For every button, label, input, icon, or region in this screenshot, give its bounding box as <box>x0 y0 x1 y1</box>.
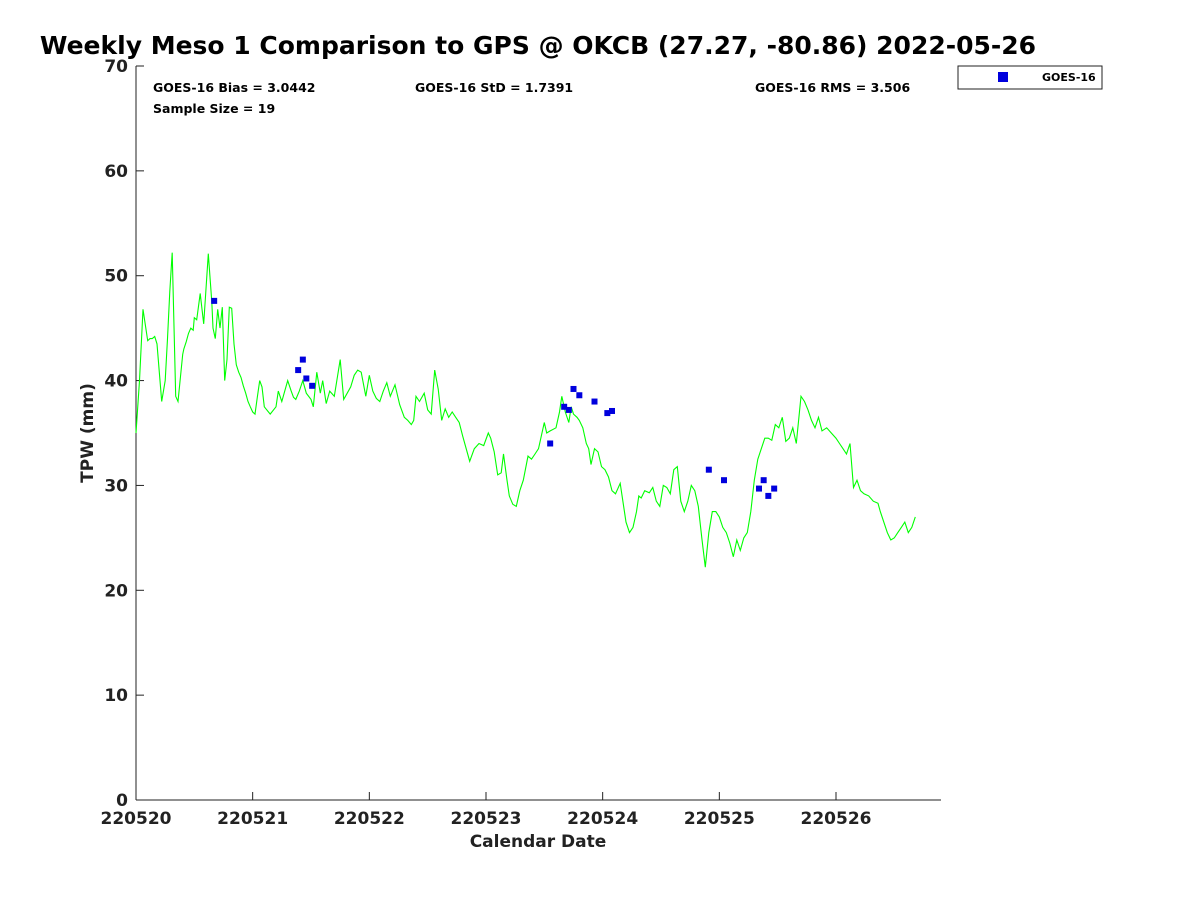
goes-point-4 <box>309 382 316 389</box>
x-tick-label-5: 220525 <box>684 809 755 829</box>
y-tick-label-3: 30 <box>104 476 128 496</box>
goes-point-13 <box>705 466 712 473</box>
y-tick-label-7: 70 <box>104 57 128 77</box>
goes-point-15 <box>756 485 762 492</box>
goes-point-8 <box>570 385 577 392</box>
legend: GOES-16 <box>957 65 1103 90</box>
chart-title: Weekly Meso 1 Comparison to GPS @ OKCB (… <box>40 31 1036 60</box>
y-tick-label-6: 60 <box>104 162 128 182</box>
x-tick-label-0: 220520 <box>101 809 172 829</box>
y-tick-label-4: 40 <box>104 372 128 392</box>
gps-series-line <box>135 252 916 568</box>
y-tick-label-5: 50 <box>104 267 128 287</box>
goes-point-6 <box>561 403 568 410</box>
y-tick-label-1: 10 <box>104 686 128 706</box>
y-tick-label-2: 20 <box>104 581 128 601</box>
goes-point-10 <box>591 398 598 405</box>
goes-point-2 <box>299 356 306 363</box>
goes-point-18 <box>771 485 778 492</box>
goes-point-5 <box>547 440 554 447</box>
stat-rms: GOES-16 RMS = 3.506 <box>755 80 910 95</box>
plot-area: 0 10 20 30 40 50 60 70 220520 220521 220522 220523… <box>101 57 941 829</box>
legend-label-goes: GOES-16 <box>1042 71 1096 84</box>
goes-point-14 <box>721 477 727 484</box>
legend-marker-goes <box>998 72 1008 82</box>
goes-point-9 <box>576 392 583 399</box>
y-ticks: 0 10 20 30 40 50 60 70 <box>104 57 144 811</box>
goes-point-17 <box>765 492 772 499</box>
goes-point-0 <box>211 297 218 304</box>
stat-sample-size: Sample Size = 19 <box>153 101 275 116</box>
goes-series-points <box>211 297 778 499</box>
goes-point-11 <box>604 410 611 417</box>
x-tick-label-2: 220522 <box>334 809 405 829</box>
goes-point-1 <box>295 367 302 374</box>
x-tick-label-6: 220526 <box>801 809 872 829</box>
goes-point-12 <box>609 407 615 414</box>
goes-point-16 <box>760 477 767 484</box>
goes-point-7 <box>565 406 572 413</box>
x-tick-label-3: 220523 <box>451 809 522 829</box>
goes-point-3 <box>303 375 310 382</box>
legend-box <box>957 65 1103 90</box>
x-axis-label: Calendar Date <box>470 832 607 852</box>
stat-std: GOES-16 StD = 1.7391 <box>415 80 573 95</box>
y-axis-label: TPW (mm) <box>78 383 98 483</box>
x-tick-label-1: 220521 <box>217 809 288 829</box>
stat-bias: GOES-16 Bias = 3.0442 <box>153 80 315 95</box>
x-tick-label-4: 220524 <box>567 809 638 829</box>
y-tick-label-0: 0 <box>116 791 128 811</box>
x-ticks: 220520 220521 220522 220523 220524 220525 2205… <box>101 792 872 829</box>
